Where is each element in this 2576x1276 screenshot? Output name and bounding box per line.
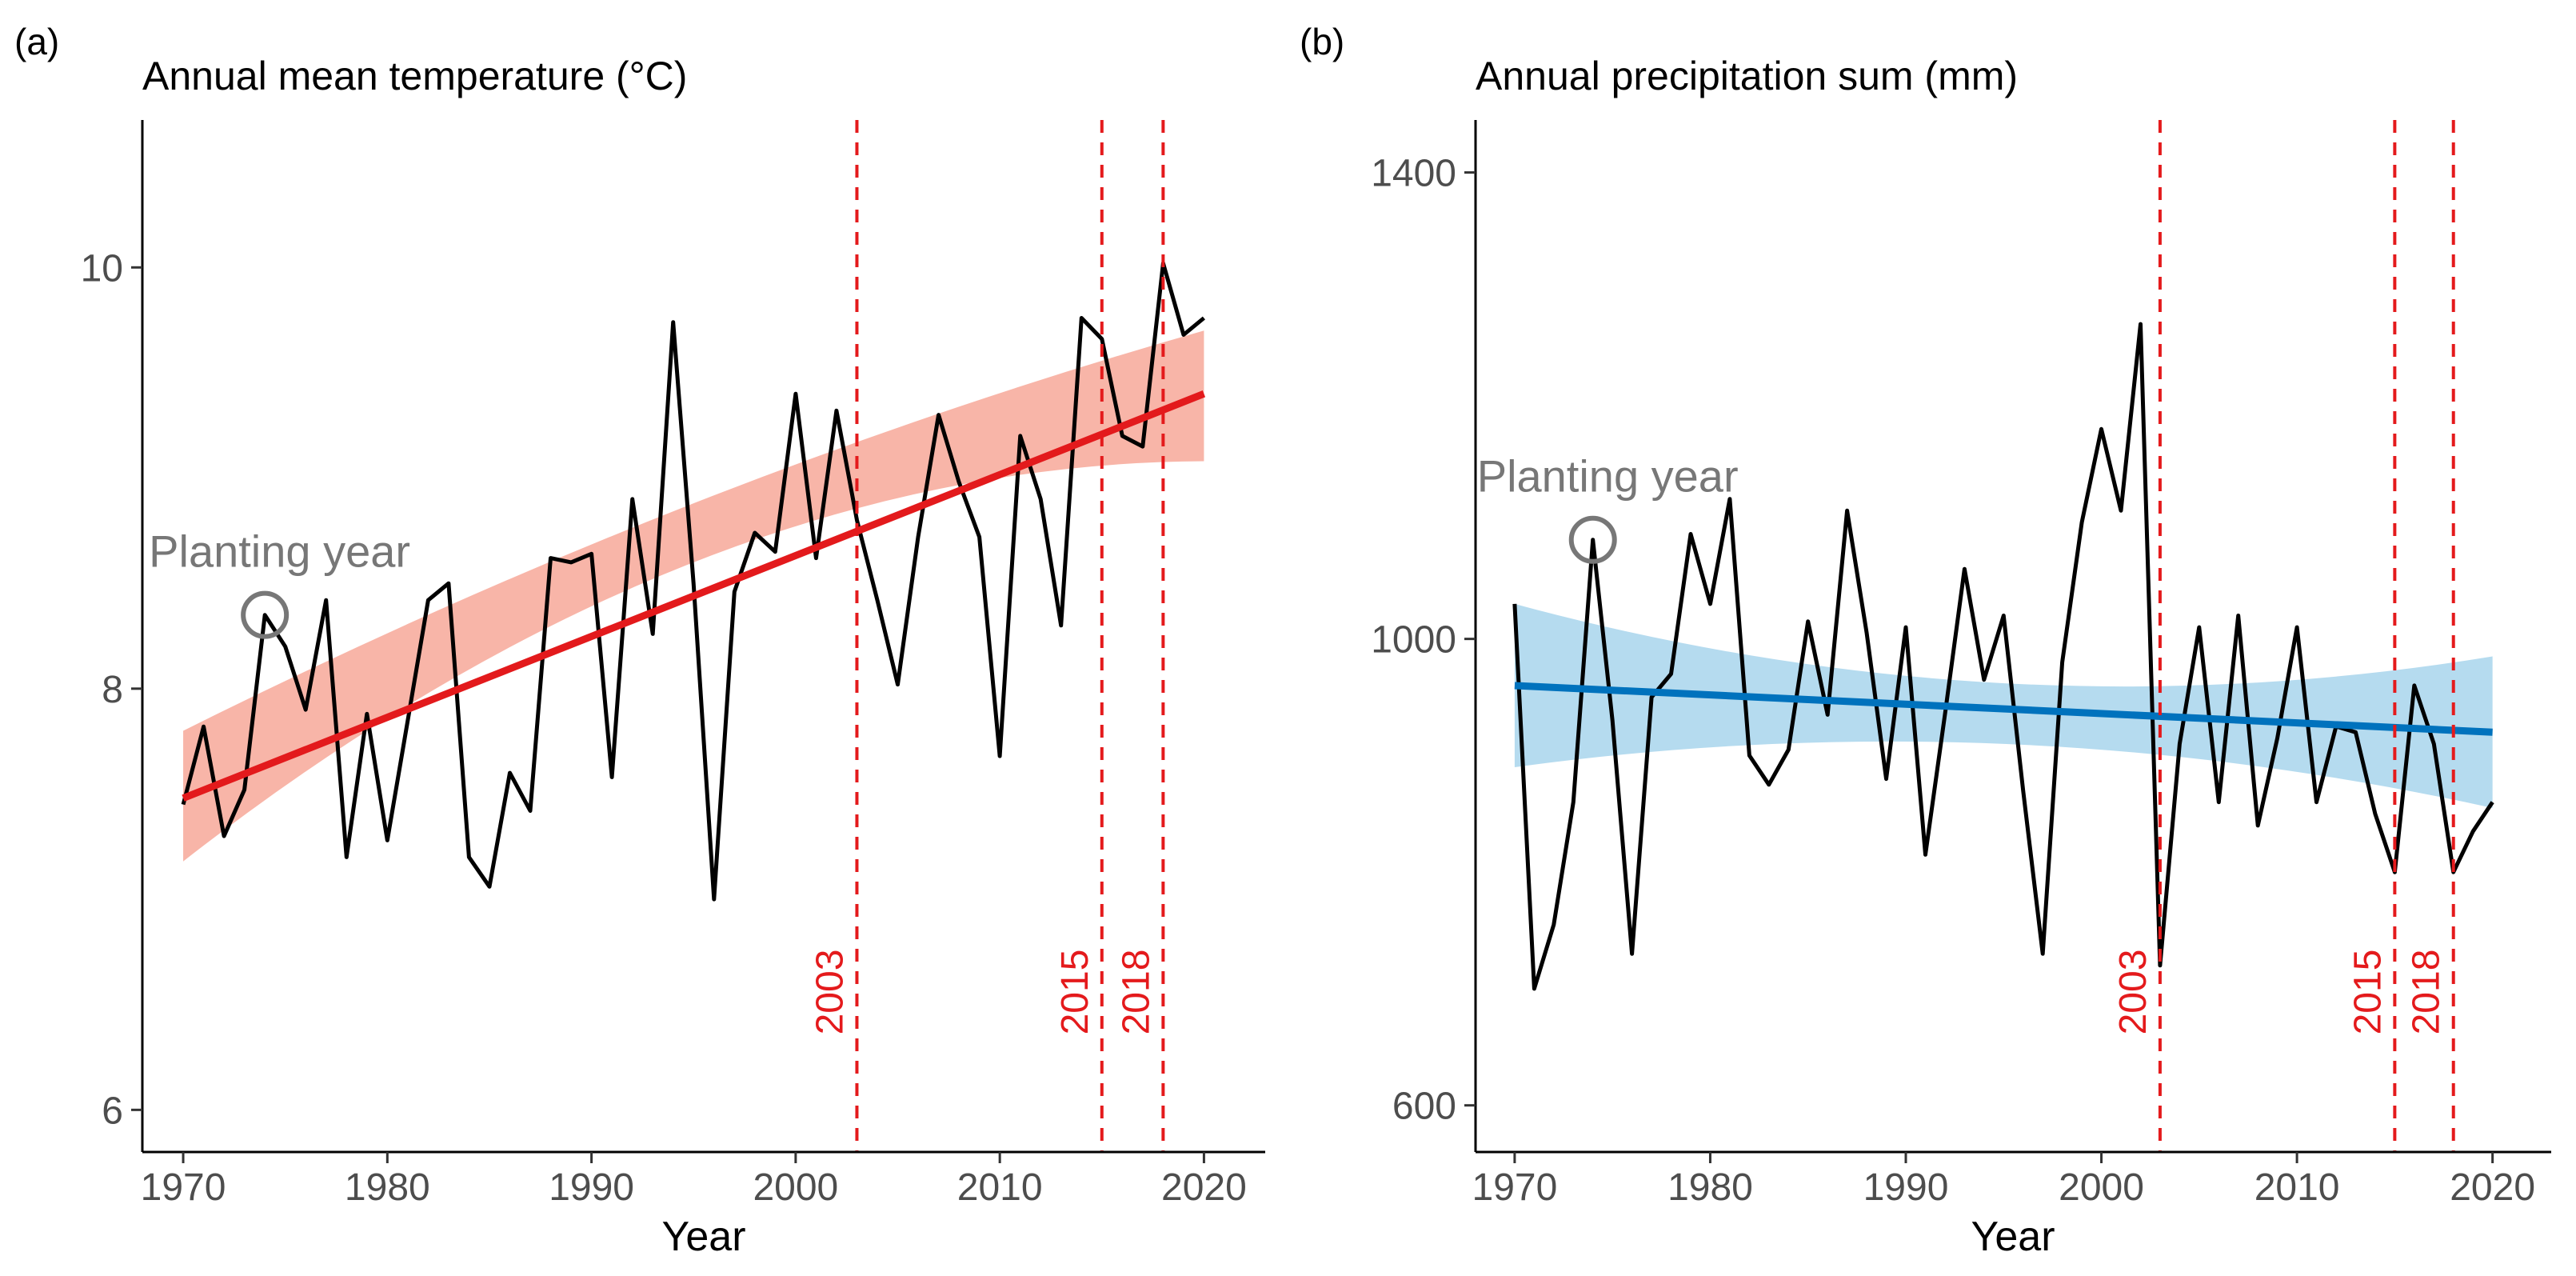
x-tick-label: 2000 [753,1166,838,1209]
precipitation-chart: (b) Annual precipitation sum (mm) 2003 20… [1300,21,2551,1260]
event-label-2018: 2018 [1115,950,1157,1035]
planting-year-marker [241,590,290,639]
x-tick-label: 1970 [1472,1166,1558,1209]
x-tick-label: 1980 [1667,1166,1753,1209]
y-tick-label: 6 [102,1090,123,1132]
panel-label-a: (a) [14,21,59,62]
event-label-2003: 2003 [2112,950,2155,1035]
event-label-2015: 2015 [2346,950,2389,1035]
event-label-2003: 2003 [809,950,851,1035]
x-tick-label: 2010 [957,1166,1043,1209]
observed-series-line [1512,322,2494,991]
x-tick-label: 2020 [1161,1166,1247,1209]
y-tick-label: 1400 [1371,153,1456,195]
x-tick-label: 1970 [141,1166,226,1209]
event-label-2015: 2015 [1054,950,1096,1035]
x-tick-label: 2020 [2450,1166,2535,1209]
chart-title-a: Annual mean temperature (°C) [142,54,687,98]
x-axis-title-a: Year [661,1214,745,1260]
y-tick-label: 10 [81,247,123,290]
planting-year-marker [1568,515,1617,564]
planting-year-label: Planting year [1477,451,1739,502]
observed-series-line [181,261,1205,902]
panel-label-b: (b) [1300,21,1344,62]
temperature-chart: (a) Annual mean temperature (°C) 2003 201… [14,21,1265,1260]
trend-line [182,390,1206,802]
x-tick-label: 2000 [2059,1166,2144,1209]
event-label-2018: 2018 [2406,950,2448,1035]
confidence-band [183,330,1204,862]
x-tick-label: 1990 [549,1166,634,1209]
x-axis-title-b: Year [1971,1214,2055,1260]
x-tick-label: 1990 [1863,1166,1949,1209]
y-tick-label: 1000 [1371,619,1456,662]
x-tick-label: 2010 [2254,1166,2340,1209]
chart-title-b: Annual precipitation sum (mm) [1476,54,2018,98]
x-tick-label: 1980 [345,1166,430,1209]
trend-line [1514,682,2493,736]
y-tick-label: 8 [102,669,123,711]
y-tick-label: 600 [1392,1086,1456,1128]
planting-year-label: Planting year [149,526,410,577]
